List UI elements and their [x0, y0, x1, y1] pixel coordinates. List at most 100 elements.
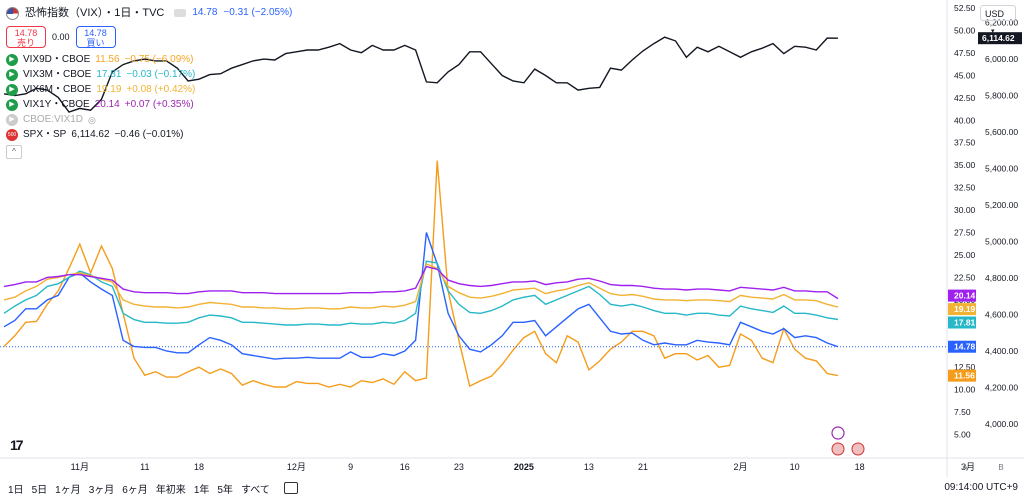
- symbol-change: −0.31 (−2.05%): [223, 7, 293, 18]
- sell-label: 売り: [16, 38, 35, 48]
- us-flag-event-icon: [851, 442, 865, 456]
- play-icon: ▶: [6, 53, 18, 66]
- legend-row-vix9d[interactable]: ▶ VIX9D・CBOE 11.56 −0.75 (−6.09%): [6, 52, 292, 67]
- y-tick-label-right: 5,800.00: [985, 91, 1018, 101]
- price-badge-label: 11.56: [954, 371, 975, 381]
- series-change: −0.46 (−0.01%): [114, 128, 184, 140]
- spread-value: 0.00: [52, 32, 70, 42]
- buy-button[interactable]: 14.78 買い: [75, 26, 116, 48]
- legend-row-vix1y[interactable]: ▶ VIX1Y・CBOE 20.14 +0.07 (+0.35%): [6, 97, 292, 112]
- legend-row-vix6m[interactable]: ▶ VIX6M・CBOE 19.19 +0.08 (+0.42%): [6, 82, 292, 97]
- bottom-toolbar: 1日 5日 1ヶ月 3ヶ月 6ヶ月 年初来 1年 5年 すべて 09:14:00…: [0, 477, 1024, 499]
- y-tick-label: 12.50: [954, 362, 976, 372]
- y-tick-label: 47.50: [954, 48, 976, 58]
- series-change: +0.08 (+0.42%): [126, 83, 196, 95]
- legend: 恐怖指数（VIX）・1日・TVC 14.78 −0.31 (−2.05%) 14…: [6, 4, 292, 159]
- us-flag-icon: [6, 6, 19, 20]
- currency-selector[interactable]: USD ▾: [980, 5, 1016, 35]
- tradingview-logo-icon[interactable]: 17: [10, 437, 24, 453]
- collapse-legend-button[interactable]: ^: [6, 145, 22, 159]
- y-tick-label: 32.50: [954, 183, 976, 193]
- price-badge-label: 14.78: [954, 342, 976, 352]
- y-tick-label-right: 5,400.00: [985, 164, 1018, 174]
- legend-row-vix1d[interactable]: ▶ CBOE:VIX1D ◎: [6, 112, 292, 127]
- sell-button[interactable]: 14.78 売り: [6, 26, 46, 48]
- series-name: VIX6M・CBOE: [23, 83, 92, 95]
- y-tick-label: 22.50: [954, 272, 976, 282]
- timeframe-6m[interactable]: 6ヶ月: [122, 484, 148, 496]
- timeframe-1m[interactable]: 1ヶ月: [55, 484, 81, 496]
- x-tick-label: 3月: [961, 462, 975, 472]
- clock[interactable]: 09:14:00 UTC+9: [944, 482, 1018, 493]
- series-line: [3, 265, 839, 300]
- y-tick-label: 25.00: [954, 250, 976, 260]
- play-icon: ▶: [6, 68, 18, 81]
- price-badge: [948, 289, 976, 302]
- price-badge-label: 6,114.62: [982, 33, 1015, 43]
- series-name: VIX1Y・CBOE: [23, 98, 90, 110]
- y-tick-label-right: 6,000.00: [985, 54, 1018, 64]
- timeframe-ytd[interactable]: 年初来: [155, 484, 186, 496]
- x-tick-label: 12月: [287, 462, 306, 472]
- play-icon: ▶: [6, 98, 18, 111]
- y-tick-label: 7.50: [954, 407, 971, 417]
- timeframe-1y[interactable]: 1年: [193, 484, 210, 496]
- price-badge: [948, 316, 976, 329]
- y-tick-label-right: 4,600.00: [985, 310, 1018, 320]
- y-tick-label-right: 6,200.00: [985, 18, 1018, 28]
- y-tick-label: 5.00: [954, 430, 971, 440]
- scale-mode-b: B: [998, 463, 1003, 472]
- x-tick-label: 23: [454, 462, 464, 472]
- x-tick-label: 21: [638, 462, 648, 472]
- chevron-down-icon: ▾: [991, 28, 995, 35]
- y-tick-label: 52.50: [954, 3, 976, 13]
- y-tick-label: 37.50: [954, 138, 976, 148]
- x-tick-label: 13: [584, 462, 594, 472]
- chart-svg: 5.007.5010.0012.5015.0017.5020.0022.5025…: [0, 0, 1024, 477]
- timeframe-5y[interactable]: 5年: [217, 484, 233, 496]
- currency-label: USD: [985, 9, 1005, 19]
- more-icon[interactable]: [174, 9, 187, 17]
- y-tick-label: 30.00: [954, 205, 976, 215]
- sell-price: 14.78: [14, 28, 38, 38]
- scale-mode-a: A: [962, 463, 968, 472]
- buy-price: 14.78: [84, 28, 107, 38]
- timeframe-3m[interactable]: 3ヶ月: [88, 484, 115, 496]
- buy-label: 買い: [86, 38, 105, 48]
- series-line: [3, 36, 839, 113]
- timeframe-all[interactable]: すべて: [240, 484, 270, 496]
- y-tick-label-right: 4,800.00: [985, 273, 1018, 283]
- x-tick-label: 10: [790, 462, 800, 472]
- y-tick-label-right: 4,400.00: [985, 346, 1018, 356]
- price-badge-label: 19.19: [954, 304, 976, 314]
- timeframe-1d[interactable]: 1日: [8, 484, 24, 496]
- legend-row-spx[interactable]: 500 SPX・SP 6,114.62 −0.46 (−0.01%): [6, 127, 292, 142]
- price-badge: [948, 340, 976, 353]
- hidden-eye-icon[interactable]: ◎: [88, 114, 96, 125]
- symbol-header[interactable]: 恐怖指数（VIX）・1日・TVC 14.78 −0.31 (−2.05%): [6, 4, 292, 22]
- series-line: [3, 262, 839, 310]
- play-icon: ▶: [6, 113, 18, 126]
- series-line: [3, 260, 839, 326]
- y-tick-label-right: 5,600.00: [985, 127, 1018, 137]
- series-name: CBOE:VIX1D: [23, 113, 84, 125]
- y-tick-label-right: 4,200.00: [985, 383, 1018, 393]
- y-tick-label: 35.00: [954, 160, 976, 170]
- timeframe-5d[interactable]: 5日: [31, 484, 48, 496]
- series-value: 20.14: [94, 98, 120, 110]
- price-badge: [948, 303, 976, 316]
- x-tick-label: 11月: [71, 462, 89, 472]
- legend-row-vix3m[interactable]: ▶ VIX3M・CBOE 17.81 −0.03 (−0.17%): [6, 67, 292, 82]
- y-tick-label: 50.00: [954, 25, 976, 35]
- series-value: 11.56: [95, 53, 120, 65]
- spx-logo-icon: 500: [6, 128, 18, 141]
- us-flag-event-icon: [831, 442, 845, 456]
- price-badge: [978, 32, 1022, 45]
- y-tick-label: 42.50: [954, 93, 976, 103]
- series-change: −0.03 (−0.17%): [126, 68, 196, 80]
- calendar-icon[interactable]: [283, 482, 298, 494]
- x-tick-label: 11: [140, 462, 149, 472]
- x-tick-label: 2025: [514, 462, 534, 472]
- y-tick-label-right: 5,200.00: [985, 200, 1018, 210]
- price-badge-label: 17.81: [954, 318, 976, 328]
